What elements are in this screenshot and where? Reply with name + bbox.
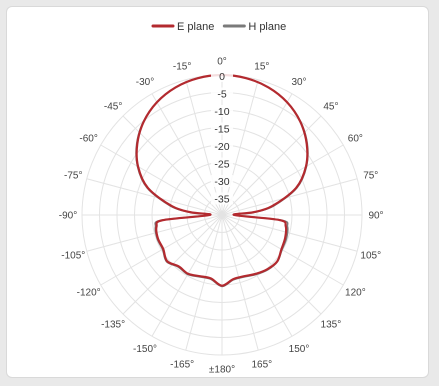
radial-tick-label: -20 <box>214 141 229 153</box>
radial-tick-background <box>211 157 233 170</box>
radial-tick: -10 <box>211 105 233 118</box>
radial-tick-label: -10 <box>214 106 229 118</box>
angle-tick-label: -90° <box>59 211 77 222</box>
angle-tick-label: -45° <box>104 102 122 113</box>
radial-tick: 0 <box>211 70 233 83</box>
radial-tick-background <box>211 192 233 205</box>
legend-label: E plane <box>177 21 214 33</box>
angle-tick-label: 120° <box>345 288 366 299</box>
angle-tick-label: 30° <box>291 77 306 88</box>
angle-tick-label: 150° <box>289 344 310 355</box>
radial-tick-label: -35 <box>214 194 229 206</box>
grid-spoke <box>151 93 223 216</box>
angle-tick-label: 0° <box>217 57 227 68</box>
radial-tick-background <box>211 87 233 100</box>
grid-spoke <box>185 79 223 216</box>
legend-label: H plane <box>248 21 286 33</box>
angle-tick-label: 90° <box>368 211 383 222</box>
grid-spoke <box>86 178 223 216</box>
angle-tick-label: 105° <box>360 250 381 261</box>
radial-tick: -15 <box>211 122 233 136</box>
angle-tick-label: -120° <box>77 288 101 299</box>
grid-spoke <box>221 214 358 252</box>
grid-spoke <box>221 214 259 351</box>
grid-spoke <box>185 214 223 351</box>
radial-tick-background <box>211 175 233 187</box>
angle-tick-label: ±180° <box>209 365 235 376</box>
angle-tick-label: -30° <box>136 77 154 88</box>
legend-item: H plane <box>222 21 286 33</box>
angle-tick-label: 135° <box>321 319 342 330</box>
grid-spoke <box>221 79 259 216</box>
legend: E plane H plane <box>151 21 286 33</box>
chart-card: 0° 15° 30° 45° 60° 75° 90° 105° 120° 135° 150° 165°… <box>6 6 429 378</box>
radial-tick-label: -30 <box>214 176 229 188</box>
radial-tick: -5 <box>211 87 233 101</box>
polar-chart: 0° 15° 30° 45° 60° 75° 90° 105° 120° 135° 150° 165°… <box>59 21 384 376</box>
grid-spoke <box>100 144 223 216</box>
radial-tick-label: -25 <box>214 159 229 171</box>
radial-tick-background <box>211 105 233 117</box>
angle-tick-label: 165° <box>252 359 273 370</box>
angle-tick-label: 45° <box>323 102 338 113</box>
angle-tick-labels: 0° 15° 30° 45° 60° 75° 90° 105° 120° 135° 150° 165°… <box>59 57 384 376</box>
grid-spoke <box>86 214 223 252</box>
radial-tick-labels: 0 -5 -10 -15 -20 -25 -30 -35 <box>211 70 233 206</box>
radial-tick-label: -15 <box>214 124 229 136</box>
angle-tick-label: -135° <box>101 319 125 330</box>
legend-item: E plane <box>151 21 214 33</box>
grid-spoke <box>221 178 358 216</box>
radial-tick-background <box>211 140 233 152</box>
series-lines <box>135 73 309 288</box>
angle-tick-label: -105° <box>61 250 85 261</box>
grid-spoke <box>151 214 223 337</box>
radial-tick-label: 0 <box>219 71 225 83</box>
radial-tick: -25 <box>211 157 233 171</box>
grid-spoke <box>221 214 293 337</box>
grid-spoke <box>221 93 293 216</box>
series-line-e-plane <box>135 73 309 287</box>
angle-tick-label: 15° <box>254 62 269 73</box>
grid-spoke <box>221 214 322 315</box>
radial-tick: -20 <box>211 140 233 153</box>
angle-tick-label: -60° <box>79 134 97 145</box>
grid-spoke <box>100 214 223 286</box>
radial-tick-background <box>211 70 233 82</box>
angle-tick-label: -15° <box>173 62 191 73</box>
radial-tick: -30 <box>211 175 233 188</box>
radial-tick-label: -5 <box>217 89 226 101</box>
radial-tick-background <box>211 122 233 135</box>
angle-tick-label: -165° <box>170 359 194 370</box>
radial-tick: -35 <box>211 192 233 206</box>
grid-spoke <box>221 144 344 216</box>
angle-tick-label: -75° <box>64 171 82 182</box>
angle-tick-label: -150° <box>133 344 157 355</box>
angle-tick-label: 75° <box>363 171 378 182</box>
angle-tick-label: 60° <box>348 134 363 145</box>
